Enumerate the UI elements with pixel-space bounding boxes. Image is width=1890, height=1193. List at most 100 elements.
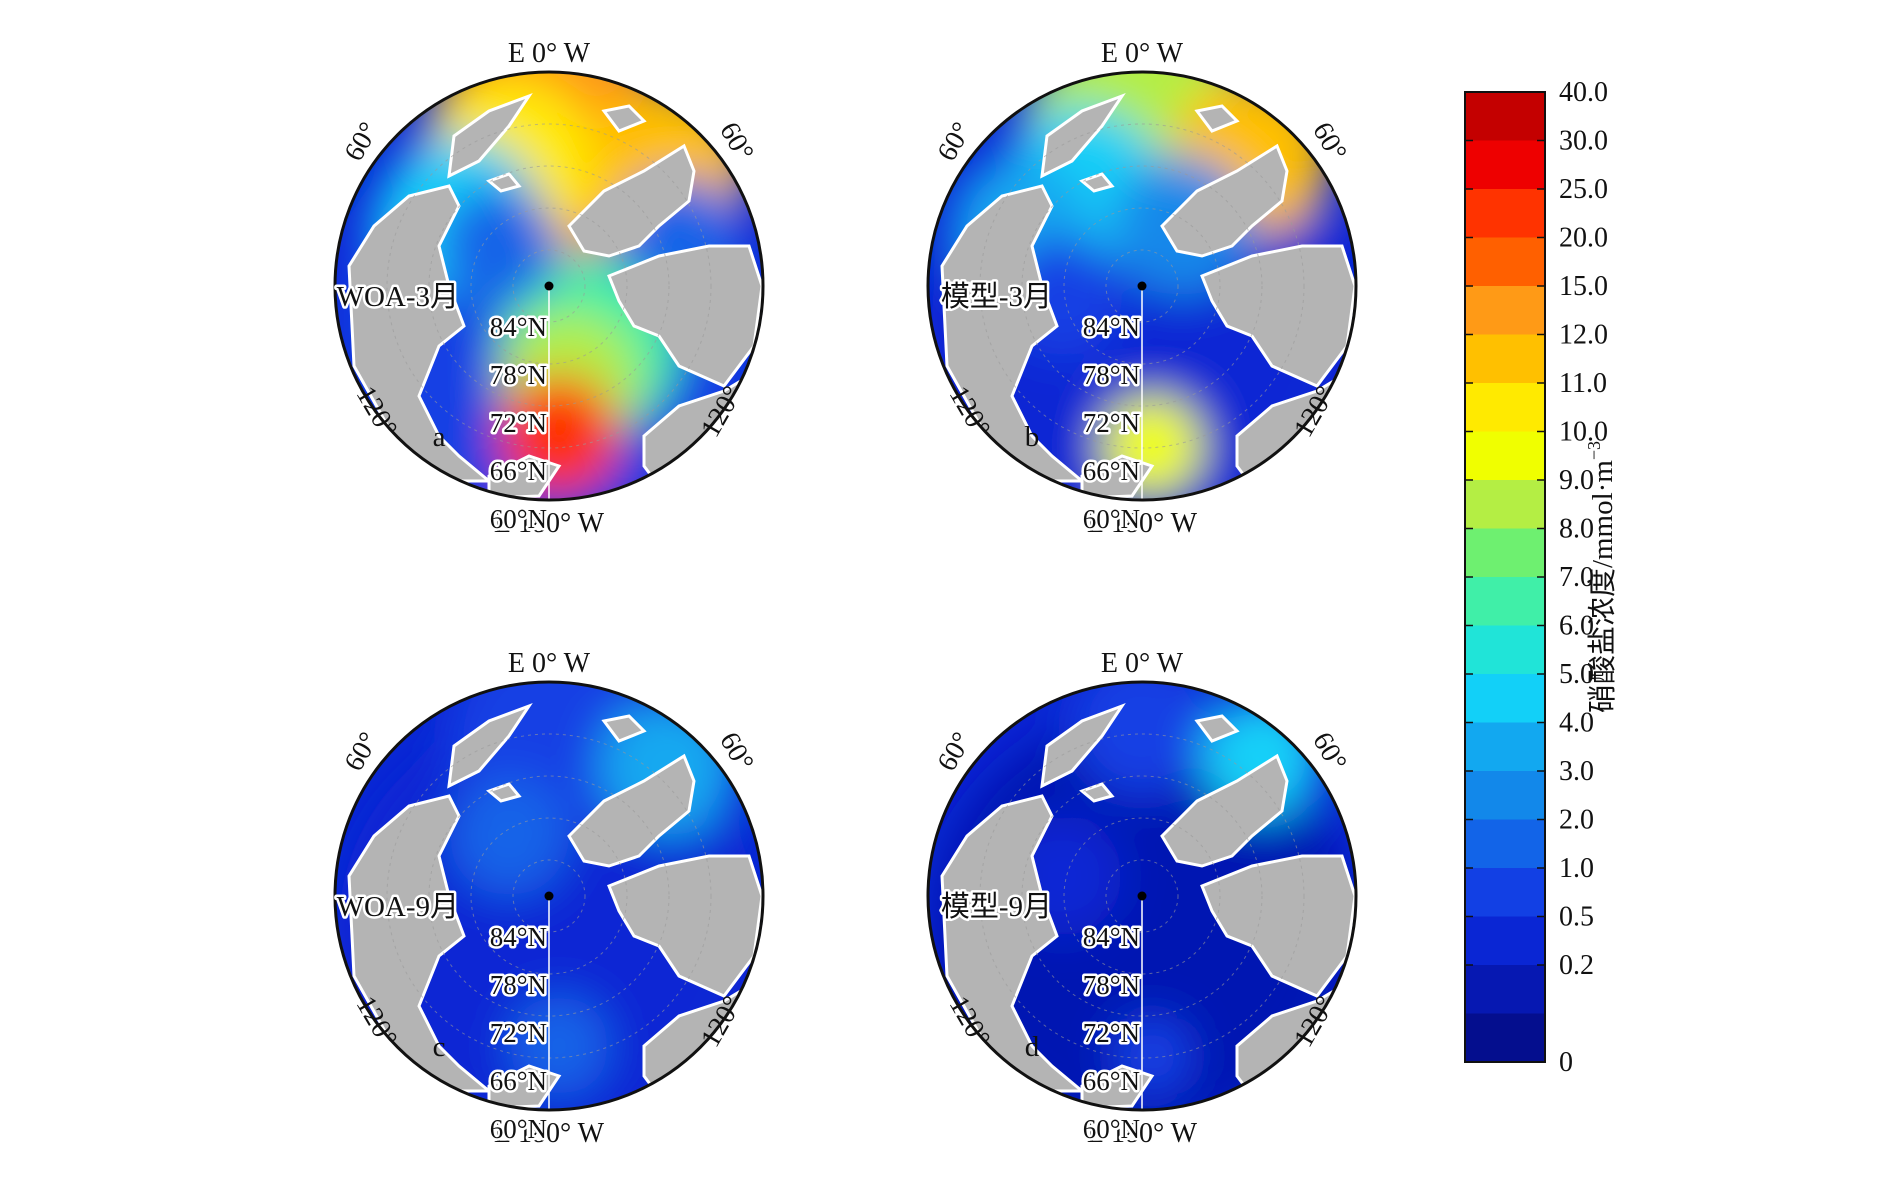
colorbar-tick-label: 0 [1559,1047,1573,1078]
colorbar-swatch [1465,334,1545,384]
colorbar-tick-label: 4.0 [1559,708,1594,739]
colorbar-tick-label: 7.0 [1559,562,1594,593]
colorbar: 40.0 30.0 25.0 20.0 15.0 12.0 11.0 10.0 9.0 8.0 7.… [1464,77,1619,1078]
colorbar-tick-label: 10.0 [1559,417,1608,448]
panel-letter: d [1025,1031,1040,1063]
colorbar-tick-label: 9.0 [1559,465,1594,496]
latitude-label: 78°N [490,360,547,390]
map-frame [333,680,765,1112]
latitude-label: 72°N [490,408,547,438]
pole-marker [544,281,554,291]
colorbar-title: 硝酸盐浓度/mmol·m−3 [1584,441,1619,713]
latitude-label: 60°N [1083,1114,1140,1144]
pole-marker [1137,281,1147,291]
latitude-label: 66°N [1083,456,1140,486]
meridian-bottom-label: E 180° W [494,1118,605,1149]
land-mass [1200,244,1356,388]
colorbar-swatch [1465,771,1545,820]
colorbar-swatch [1465,577,1545,626]
latitude-ring [1063,817,1221,975]
colorbar-swatch [1465,625,1545,675]
latitude-ring [1021,775,1263,1017]
land-mass [607,244,763,388]
latitude-label: 72°N [490,1018,547,1048]
latitude-label: 78°N [490,970,547,1000]
land-mass [1194,714,1240,743]
land-mass [601,714,647,743]
colorbar-tick-label: 11.0 [1559,368,1607,399]
concentration-patch [1072,682,1212,796]
colorbar-swatch [1465,92,1545,141]
land-mass [1160,753,1289,868]
panel-label: WOA-3月 [337,281,459,313]
latitude-label: 66°N [490,456,547,486]
land-mass [567,143,696,258]
land-mass [1160,143,1289,258]
colorbar-swatch [1465,189,1545,238]
land-mass [607,854,763,998]
latitude-label: 84°N [490,312,547,342]
meridian-top-label: E 0° W [1101,38,1184,69]
latitude-label: 72°N [1083,1018,1140,1048]
latitude-label: 78°N [1083,970,1140,1000]
latitude-label: 78°N [1083,360,1140,390]
land-mass [567,753,696,868]
latitude-label: 60°N [1083,504,1140,534]
colorbar-swatch [1465,286,1545,335]
latitude-ring [428,775,670,1017]
panel-letter: c [433,1031,446,1063]
colorbar-swatch [1465,383,1545,432]
land-mass [486,172,522,193]
land-mass [1200,854,1356,998]
panel-label: 模型-9月 [941,890,1052,923]
colorbar-tick-label: 1.0 [1559,853,1594,884]
colorbar-tick-label: 12.0 [1559,320,1608,351]
colorbar-swatch [1465,1013,1545,1063]
latitude-label: 84°N [1083,922,1140,952]
map-frame [926,680,1358,1112]
colorbar-tick-label: 0.2 [1559,950,1594,981]
colorbar-swatch [1465,528,1545,578]
colorbar-tick-label: 40.0 [1559,77,1608,108]
meridian-top-label: E 0° W [1101,648,1184,679]
meridian-bottom-label: E 180° W [494,508,605,539]
panel-label: WOA-9月 [337,891,459,923]
meridian-bottom-label: E 180° W [1087,508,1198,539]
map-panel-d: E 0° WE 180° W60° 60°120° 120°84°N78°N72°N… [926,648,1358,1149]
map-panel-b: E 0° WE 180° W60° 60°120° 120°84°N78°N72°N… [926,38,1358,539]
map-panel-a: E 0° WE 180° W60° 60°120° 120°84°N78°N72°N… [333,38,765,539]
colorbar-tick-label: 0.5 [1559,902,1594,933]
colorbar-tick-label: 3.0 [1559,756,1594,787]
meridian-top-label: E 0° W [508,38,591,69]
latitude-label: 72°N [1083,408,1140,438]
latitude-label: 84°N [1083,312,1140,342]
colorbar-tick-label: 30.0 [1559,126,1608,157]
panel-letter: a [433,421,446,453]
land-mass [1079,172,1115,193]
latitude-ring [470,817,628,975]
colorbar-swatch [1465,674,1545,723]
latitude-ring [1063,207,1221,365]
colorbar-tick-label: 8.0 [1559,514,1594,545]
concentration-patch [449,776,569,896]
land-mass [486,782,522,803]
colorbar-title-superscript: −3 [1584,441,1604,460]
land-mass [1079,782,1115,803]
colorbar-swatch [1465,480,1545,529]
map-frame [926,70,1358,502]
colorbar-swatch [1465,916,1545,966]
colorbar-swatch [1465,140,1545,190]
latitude-ring [470,207,628,365]
panel-letter: b [1025,421,1040,453]
latitude-label: 60°N [490,1114,547,1144]
colorbar-tick-label: 2.0 [1559,805,1594,836]
colorbar-swatch [1465,965,1545,1014]
colorbar-swatch [1465,722,1545,772]
latitude-label: 66°N [490,1066,547,1096]
colorbar-swatch [1465,431,1545,481]
map-frame [333,70,765,502]
land-mass [601,104,647,133]
pole-marker [1137,891,1147,901]
colorbar-tick-label: 25.0 [1559,174,1608,205]
